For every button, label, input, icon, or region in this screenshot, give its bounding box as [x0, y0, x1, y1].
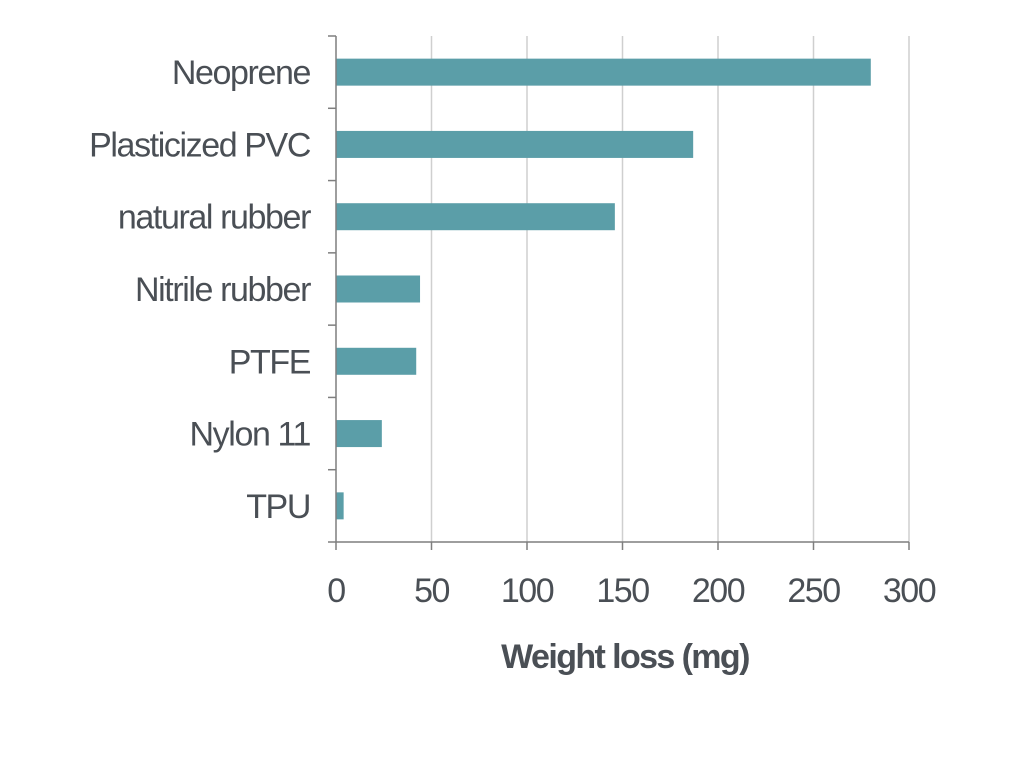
bar [336, 203, 615, 231]
category-label: natural rubber [118, 199, 311, 237]
x-axis-title: Weight loss (mg) [501, 638, 749, 676]
category-label: Neoprene [172, 54, 311, 92]
x-tick-label: 250 [787, 572, 840, 610]
bars [336, 58, 871, 520]
x-tick-label: 300 [883, 572, 936, 610]
category-label: Plasticized PVC [89, 126, 311, 164]
bar [336, 130, 694, 158]
axes [328, 35, 910, 550]
bar [336, 58, 871, 86]
category-label: Nitrile rubber [135, 271, 311, 309]
category-label: Nylon 11 [190, 416, 311, 454]
bar [336, 347, 417, 375]
labels: 0 50 100 150 200 250 300 Neoprene Plasticized PV… [89, 54, 937, 610]
bar [336, 275, 421, 303]
category-label: PTFE [229, 343, 311, 381]
gridlines [430, 36, 910, 542]
x-tick-label: 200 [692, 572, 745, 610]
bar [336, 420, 382, 448]
category-label: TPU [246, 488, 310, 526]
x-tick-label: 0 [327, 572, 345, 610]
x-tick-label: 100 [501, 572, 554, 610]
x-tick-label: 150 [596, 572, 649, 610]
bar [336, 492, 344, 520]
x-tick-label: 50 [414, 572, 449, 610]
